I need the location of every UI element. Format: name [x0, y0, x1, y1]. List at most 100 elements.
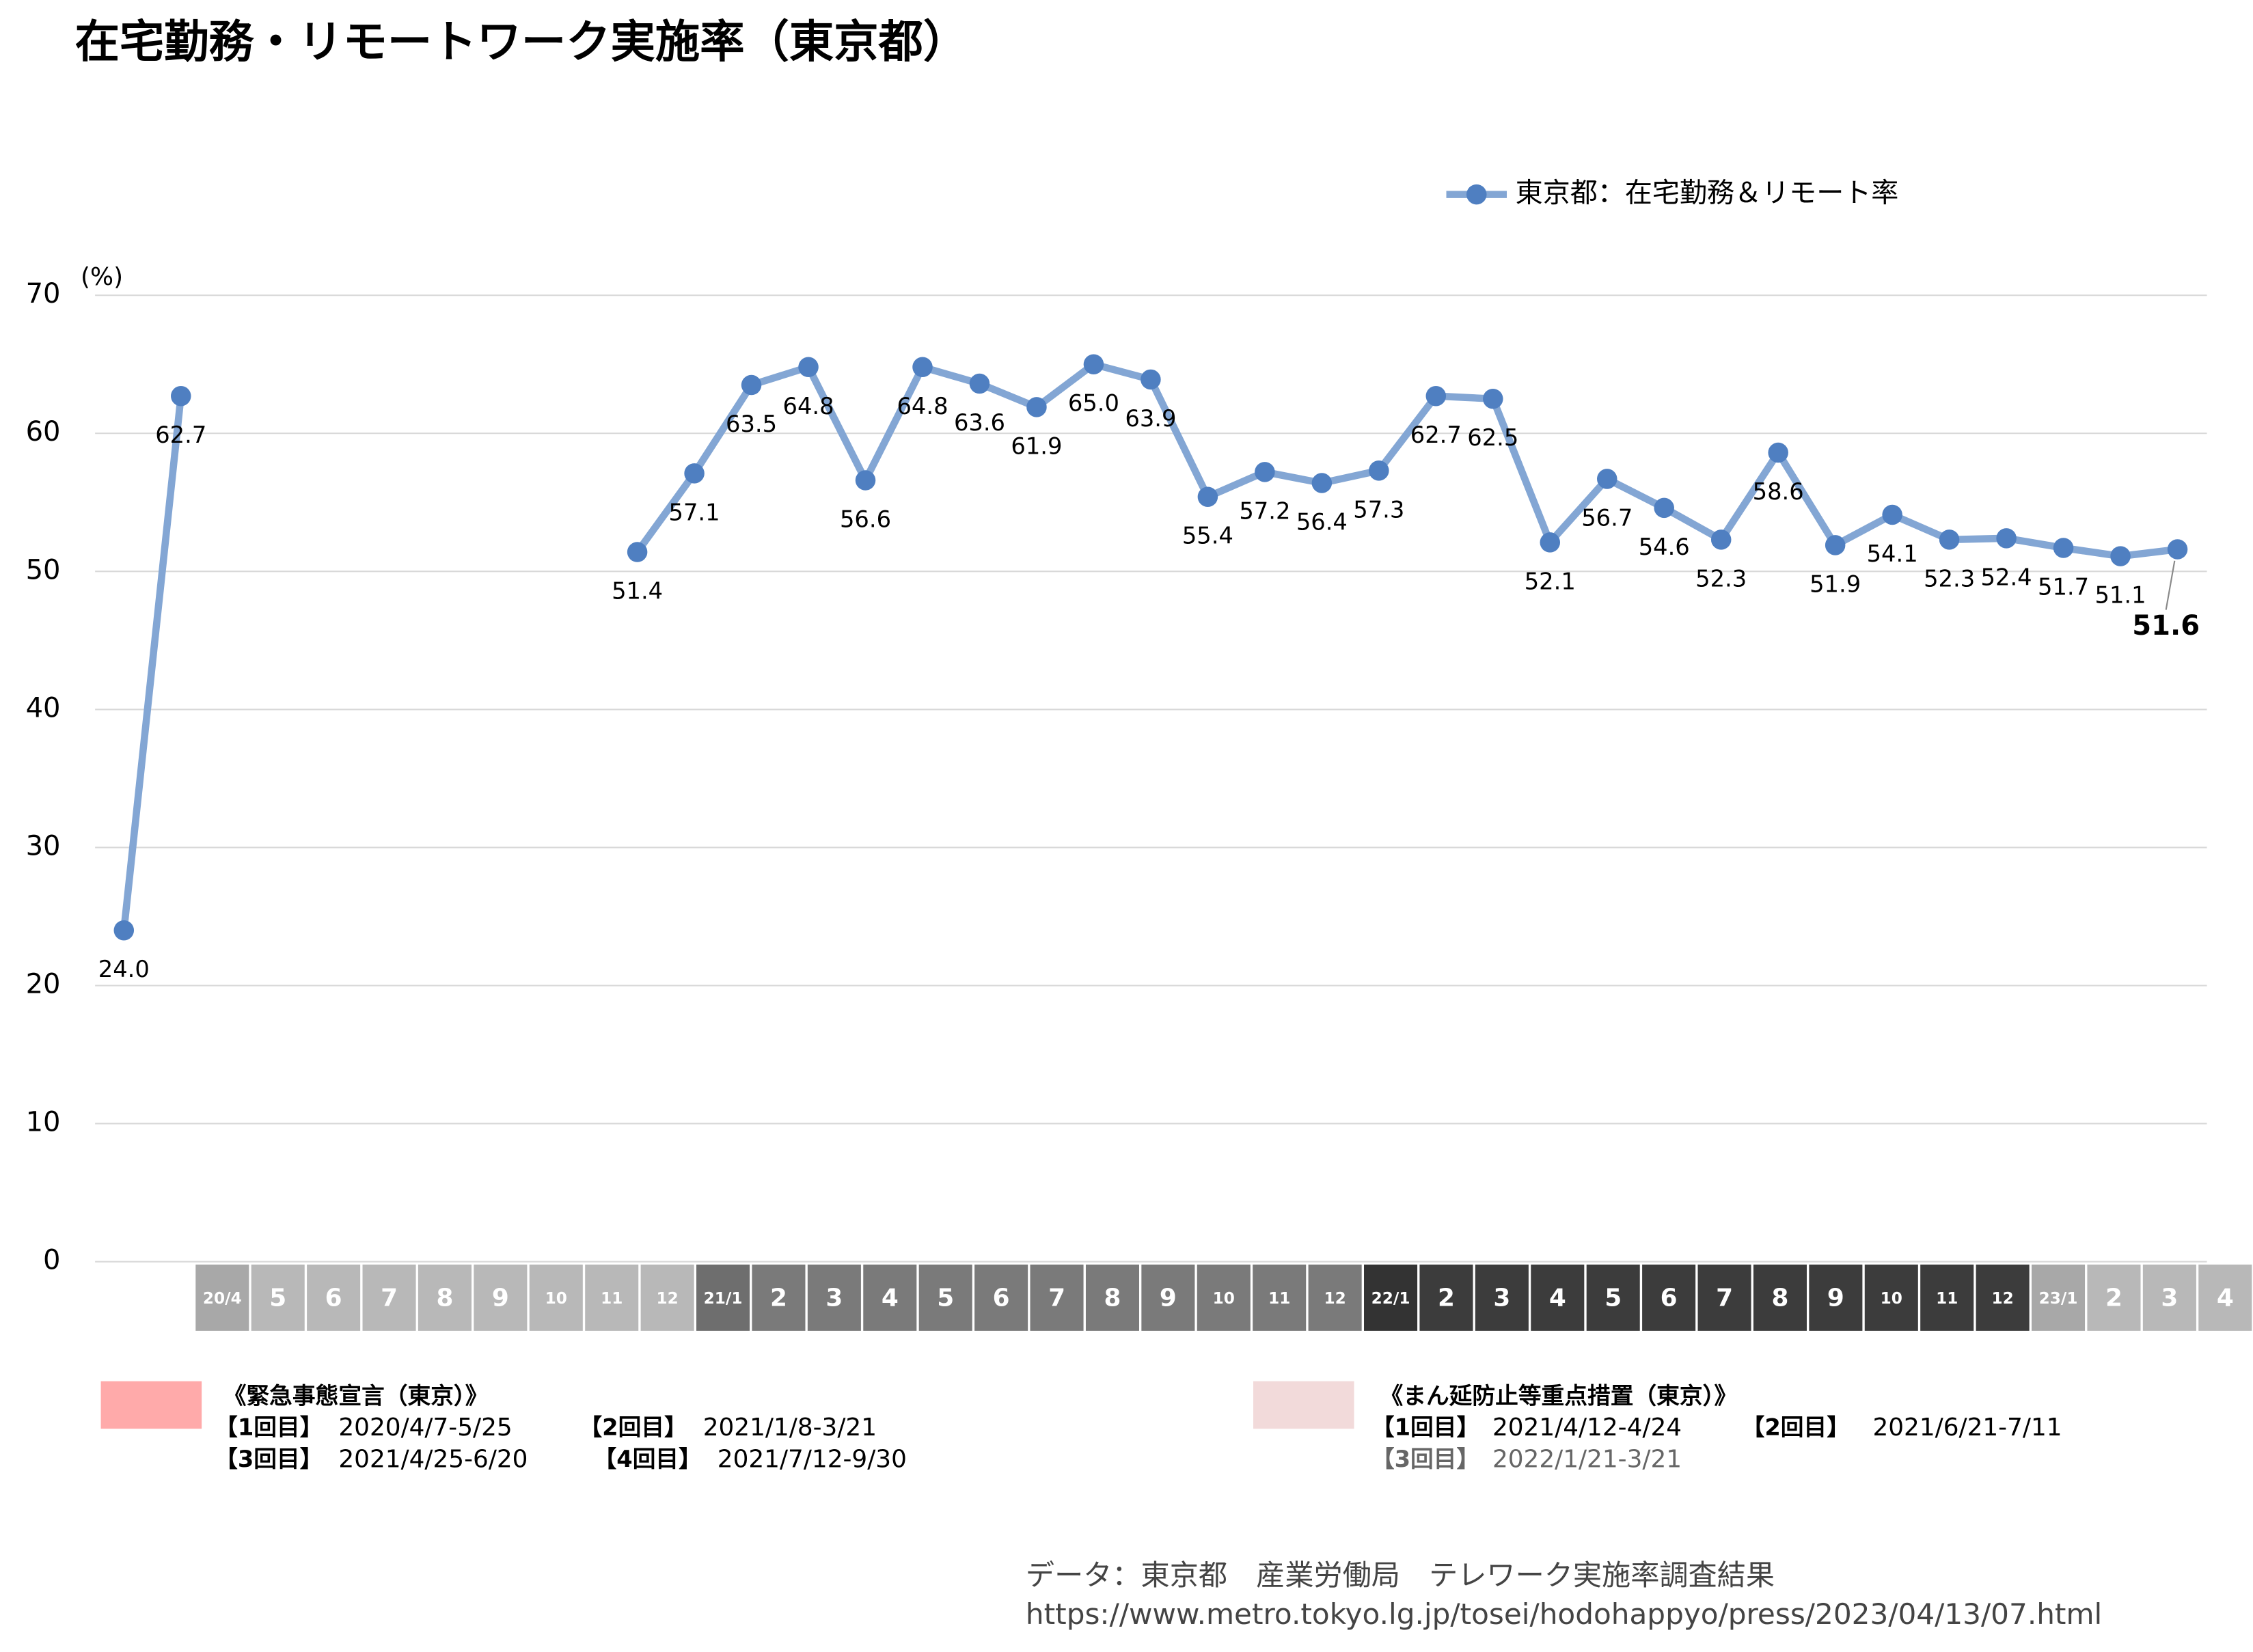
month-cell: [1197, 1264, 1251, 1331]
month-cell: [418, 1264, 472, 1331]
data-point: [1596, 469, 1617, 489]
data-label: 54.1: [1867, 540, 1918, 567]
data-point: [969, 373, 990, 394]
month-cell: [195, 1264, 249, 1331]
data-label: 63.9: [1125, 405, 1176, 432]
data-point: [1882, 504, 1902, 525]
data-point: [684, 463, 705, 484]
x-tick-label: 11: [601, 1289, 623, 1308]
x-tick-label: 8: [1771, 1284, 1788, 1312]
data-label: 64.8: [783, 393, 834, 419]
note-label: 【1回目】: [215, 1414, 323, 1441]
month-cell: [307, 1264, 361, 1331]
month-cell: [529, 1264, 583, 1331]
data-label: 51.1: [2095, 582, 2146, 609]
data-label: 62.7: [1410, 422, 1462, 448]
x-tick-label: 8: [436, 1284, 453, 1312]
data-point: [2167, 539, 2188, 560]
note-title: 《緊急事態宣言（東京）》: [223, 1382, 489, 1409]
x-tick-label: 8: [1104, 1284, 1121, 1312]
x-tick-label: 9: [492, 1284, 509, 1312]
month-cell: [2032, 1264, 2086, 1331]
y-unit: (%): [81, 263, 123, 291]
x-tick-label: 5: [269, 1284, 286, 1312]
x-tick-label: 10: [1881, 1289, 1902, 1308]
x-tick-label: 12: [657, 1289, 679, 1308]
data-point: [855, 470, 876, 491]
note-text: 2021/4/25-6/20: [338, 1446, 528, 1474]
data-point: [1425, 385, 1447, 407]
note-swatch: [100, 1381, 202, 1429]
data-point: [1083, 354, 1104, 374]
data-point: [1483, 388, 1503, 409]
data-label: 63.5: [726, 411, 777, 437]
x-tick-label: 6: [993, 1284, 1010, 1312]
month-cell: [1419, 1264, 1473, 1331]
data-point: [1540, 532, 1561, 553]
month-cell: [1364, 1264, 1418, 1331]
month-cell: [474, 1264, 528, 1331]
x-tick-label: 7: [1048, 1284, 1065, 1312]
month-cell: [585, 1264, 639, 1331]
data-label: 51.6: [2132, 610, 2200, 642]
x-tick-label: 3: [825, 1284, 843, 1312]
data-label: 56.7: [1581, 504, 1633, 531]
month-cell: [752, 1264, 806, 1331]
note-text: 2022/1/21-3/21: [1492, 1446, 1682, 1474]
month-cell: [807, 1264, 861, 1331]
data-point: [113, 920, 135, 941]
x-tick-label: 12: [1324, 1289, 1346, 1308]
note-label: 【4回目】: [594, 1446, 702, 1472]
x-tick-label: 6: [325, 1284, 342, 1312]
x-tick-label: 10: [1213, 1289, 1235, 1308]
month-cell: [696, 1264, 750, 1331]
x-tick-label: 12: [1992, 1289, 2014, 1308]
series-line: [120, 396, 185, 931]
data-point: [1255, 462, 1275, 482]
month-cell: [1141, 1264, 1195, 1331]
data-label: 52.3: [1924, 565, 1975, 592]
data-point: [627, 542, 648, 562]
data-label: 51.9: [1810, 570, 1861, 597]
data-label: 55.4: [1182, 523, 1233, 549]
month-cell: [1753, 1264, 1807, 1331]
month-cell: [1697, 1264, 1751, 1331]
legend-marker: [1466, 184, 1487, 205]
data-label: 65.0: [1068, 390, 1119, 417]
data-point: [1939, 529, 1960, 550]
data-point: [1710, 529, 1732, 550]
month-cell: [1642, 1264, 1696, 1331]
month-cell: [251, 1264, 305, 1331]
x-tick-label: 22/1: [1371, 1289, 1410, 1308]
month-cell: [1308, 1264, 1362, 1331]
data-label: 62.7: [155, 422, 206, 448]
data-label: 52.4: [1981, 564, 2032, 590]
note-label: 【2回目】: [1742, 1414, 1850, 1441]
x-tick-label: 3: [2161, 1284, 2178, 1312]
y-tick-label: 20: [26, 969, 61, 1000]
data-point: [2110, 546, 2131, 566]
y-tick-label: 50: [26, 554, 61, 586]
month-cell: [974, 1264, 1028, 1331]
x-tick-label: 9: [1160, 1284, 1177, 1312]
data-label: 52.3: [1695, 565, 1747, 592]
month-cell: [640, 1264, 694, 1331]
month-cell: [1976, 1264, 2030, 1331]
month-cell: [2198, 1264, 2252, 1331]
month-cell: [1864, 1264, 1918, 1331]
data-point: [1825, 535, 1846, 555]
y-tick-label: 0: [43, 1245, 60, 1276]
data-point: [171, 385, 191, 407]
y-tick-label: 40: [26, 692, 61, 724]
data-point: [912, 357, 933, 378]
x-tick-label: 7: [1716, 1284, 1733, 1312]
x-tick-label: 4: [882, 1284, 899, 1312]
note-text: 2021/7/12-9/30: [718, 1446, 907, 1474]
data-label: 64.8: [897, 393, 948, 419]
label-leader: [2165, 560, 2176, 610]
x-tick-label: 2: [770, 1284, 787, 1312]
data-point: [1654, 497, 1674, 519]
data-label: 57.1: [669, 499, 720, 525]
x-tick-label: 21/1: [704, 1289, 743, 1308]
